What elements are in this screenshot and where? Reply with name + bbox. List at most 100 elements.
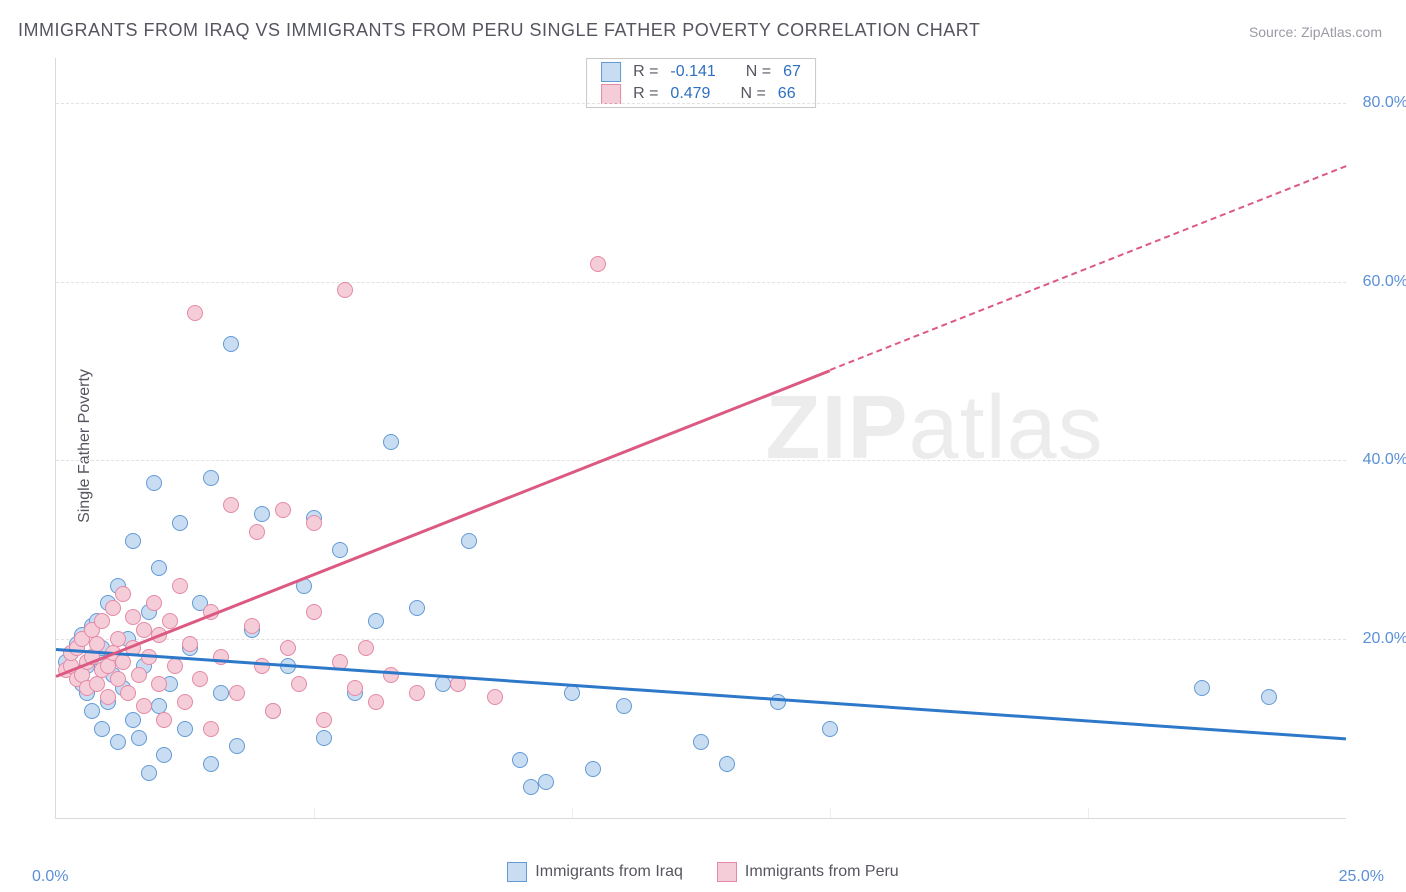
plot-area: ZIPatlas R =-0.141N =67R =0.479N =66 20.…	[55, 58, 1346, 819]
data-point-peru	[120, 685, 136, 701]
data-point-iraq	[409, 600, 425, 616]
source-prefix: Source:	[1249, 24, 1301, 40]
data-point-iraq	[332, 542, 348, 558]
data-point-peru	[136, 622, 152, 638]
x-minor-tick	[830, 808, 831, 818]
data-point-peru	[358, 640, 374, 656]
data-point-peru	[337, 282, 353, 298]
data-point-peru	[192, 671, 208, 687]
data-point-peru	[156, 712, 172, 728]
data-point-iraq	[125, 712, 141, 728]
watermark-rest: atlas	[909, 378, 1104, 478]
data-point-peru	[110, 631, 126, 647]
x-minor-tick	[314, 808, 315, 818]
data-point-peru	[136, 698, 152, 714]
data-point-peru	[275, 502, 291, 518]
data-point-peru	[146, 595, 162, 611]
y-tick-label: 60.0%	[1350, 273, 1406, 291]
data-point-peru	[94, 613, 110, 629]
legend-item-iraq: Immigrants from Iraq	[507, 862, 683, 882]
data-point-iraq	[146, 475, 162, 491]
data-point-iraq	[213, 685, 229, 701]
legend-swatch-peru	[717, 862, 737, 882]
data-point-iraq	[229, 738, 245, 754]
data-point-iraq	[125, 533, 141, 549]
data-point-peru	[131, 667, 147, 683]
data-point-peru	[89, 636, 105, 652]
data-point-peru	[100, 689, 116, 705]
data-point-peru	[203, 721, 219, 737]
data-point-peru	[244, 618, 260, 634]
data-point-peru	[223, 497, 239, 513]
trendline-extrapolated	[830, 165, 1347, 371]
data-point-iraq	[616, 698, 632, 714]
r-label: R =	[633, 85, 658, 103]
data-point-peru	[383, 667, 399, 683]
data-point-iraq	[693, 734, 709, 750]
data-point-peru	[105, 600, 121, 616]
stat-row-iraq: R =-0.141N =67	[587, 61, 815, 83]
data-point-iraq	[203, 470, 219, 486]
data-point-iraq	[203, 756, 219, 772]
gridline-h	[56, 282, 1346, 283]
data-point-iraq	[585, 761, 601, 777]
data-point-peru	[265, 703, 281, 719]
series-legend: Immigrants from Iraq Immigrants from Peru	[0, 862, 1406, 882]
data-point-peru	[291, 676, 307, 692]
data-point-iraq	[151, 560, 167, 576]
gridline-h	[56, 460, 1346, 461]
data-point-iraq	[523, 779, 539, 795]
source-name: ZipAtlas.com	[1301, 24, 1382, 40]
data-point-iraq	[223, 336, 239, 352]
y-tick-label: 20.0%	[1350, 630, 1406, 648]
data-point-peru	[229, 685, 245, 701]
n-value: 66	[778, 85, 796, 103]
n-label: N =	[740, 85, 765, 103]
source-attribution: Source: ZipAtlas.com	[1249, 24, 1382, 40]
data-point-iraq	[383, 434, 399, 450]
legend-label: Immigrants from Iraq	[535, 863, 683, 881]
data-point-peru	[347, 680, 363, 696]
data-point-peru	[167, 658, 183, 674]
data-point-iraq	[141, 765, 157, 781]
y-tick-label: 40.0%	[1350, 451, 1406, 469]
legend-item-peru: Immigrants from Peru	[717, 862, 899, 882]
data-point-peru	[115, 586, 131, 602]
data-point-iraq	[368, 613, 384, 629]
x-minor-tick	[572, 808, 573, 818]
data-point-iraq	[131, 730, 147, 746]
data-point-iraq	[1194, 680, 1210, 696]
data-point-iraq	[461, 533, 477, 549]
data-point-iraq	[177, 721, 193, 737]
watermark-bold: ZIP	[766, 378, 909, 478]
data-point-peru	[182, 636, 198, 652]
watermark: ZIPatlas	[766, 377, 1104, 480]
data-point-peru	[177, 694, 193, 710]
r-value: 0.479	[670, 85, 710, 103]
data-point-iraq	[94, 721, 110, 737]
legend-swatch-iraq	[601, 62, 621, 82]
data-point-peru	[306, 604, 322, 620]
data-point-peru	[590, 256, 606, 272]
data-point-peru	[187, 305, 203, 321]
data-point-iraq	[770, 694, 786, 710]
chart-title: IMMIGRANTS FROM IRAQ VS IMMIGRANTS FROM …	[18, 20, 980, 41]
n-value: 67	[783, 63, 801, 81]
r-value: -0.141	[670, 63, 715, 81]
data-point-iraq	[1261, 689, 1277, 705]
data-point-iraq	[512, 752, 528, 768]
stat-row-peru: R = 0.479 N = 66	[587, 83, 815, 105]
data-point-peru	[249, 524, 265, 540]
data-point-iraq	[84, 703, 100, 719]
y-tick-label: 80.0%	[1350, 94, 1406, 112]
data-point-peru	[254, 658, 270, 674]
legend-swatch-peru	[601, 84, 621, 104]
legend-swatch-iraq	[507, 862, 527, 882]
data-point-iraq	[538, 774, 554, 790]
gridline-h	[56, 639, 1346, 640]
gridline-h	[56, 103, 1346, 104]
data-point-iraq	[822, 721, 838, 737]
data-point-peru	[172, 578, 188, 594]
data-point-iraq	[316, 730, 332, 746]
data-point-peru	[368, 694, 384, 710]
